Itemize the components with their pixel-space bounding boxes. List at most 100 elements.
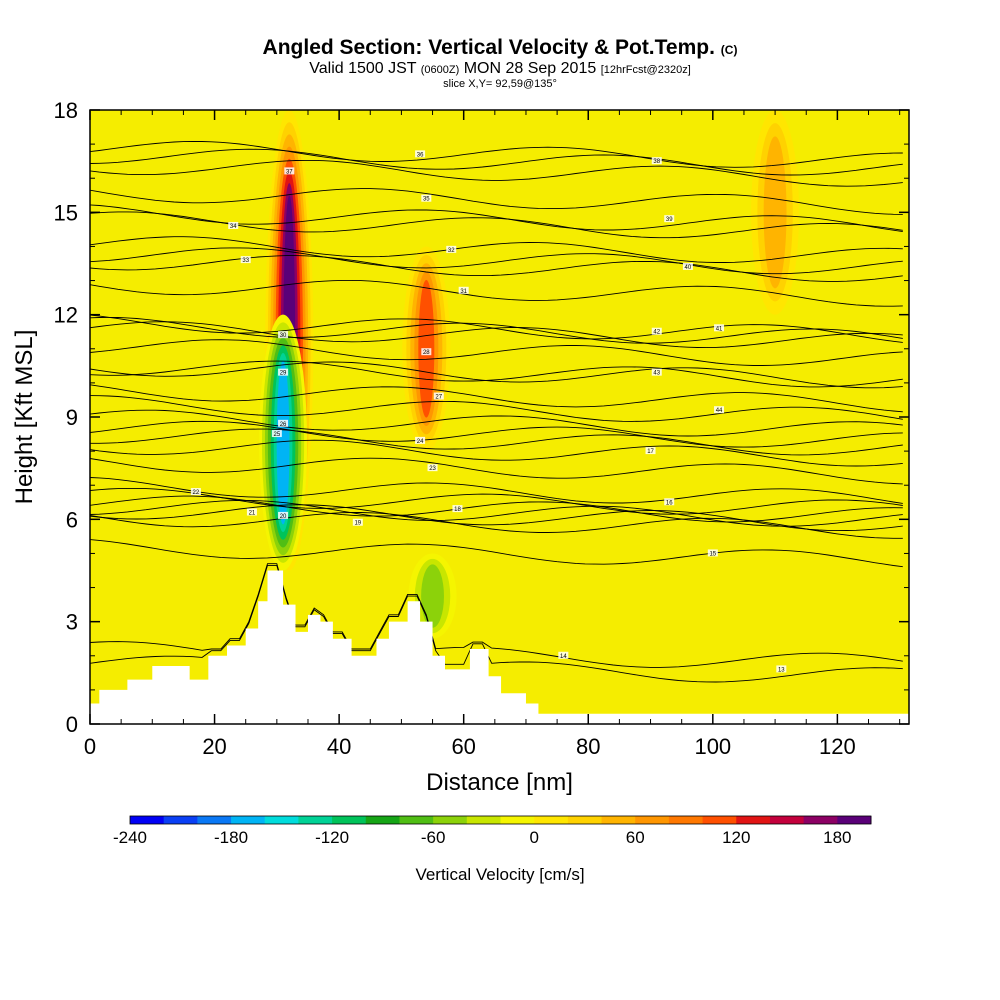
isentrope-label-box (452, 505, 463, 513)
isentrope-label-text: 25 (274, 432, 281, 438)
y-tick-label: 3 (66, 610, 78, 635)
isentrope-label-box (352, 518, 363, 526)
isentrope-label: 35 (421, 194, 432, 203)
isentrope-label-text: 16 (666, 500, 673, 506)
colorbar-swatch (668, 816, 704, 824)
isentrope-line (90, 563, 903, 668)
isentrope-label-box (714, 324, 725, 332)
colorbar-tick-label: 0 (529, 828, 538, 847)
colorbar-swatch (837, 816, 872, 824)
isentrope-label: 20 (278, 511, 289, 520)
isentrope-label-text: 33 (242, 258, 249, 264)
isentrope-label-text: 30 (280, 333, 287, 339)
colorbar-tick-label: -120 (315, 828, 349, 847)
chart-title-unit: (C) (720, 43, 738, 57)
colorbar-swatch (433, 816, 468, 824)
isentrope-line (90, 141, 903, 168)
colorbar-swatch (163, 816, 198, 824)
isentrope-line (90, 236, 903, 263)
isentrope-label: 40 (682, 262, 693, 271)
isentrope-label: 28 (421, 348, 432, 356)
isentrope-label-text: 21 (249, 511, 256, 517)
isentrope-label: 34 (228, 221, 239, 230)
isentrope-label-box (664, 215, 675, 223)
colorbar-swatch (365, 816, 400, 824)
chart-title: Angled Section: Vertical Velocity & Pot.… (0, 36, 1000, 60)
isentrope-label: 17 (645, 447, 656, 455)
isentrope-line (90, 395, 903, 422)
isentrope-label-box (278, 368, 289, 376)
isentrope-label: 33 (240, 256, 251, 264)
colorbar-swatch (231, 816, 266, 824)
isentrope-label-box (278, 419, 289, 427)
y-axis-title: Height [Kft MSL] (11, 330, 38, 505)
isentrope-label-box (421, 348, 432, 356)
velocity-band (421, 564, 444, 628)
isentrope-line (90, 457, 903, 485)
isentrope-label: 13 (776, 665, 787, 673)
isentrope-line (90, 384, 903, 413)
isentrope-label: 31 (458, 286, 469, 295)
isentrope-label-text: 15 (709, 551, 716, 557)
isentrope-label-text: 23 (429, 466, 436, 472)
isentrope-label-box (645, 447, 656, 455)
isentrope-line (90, 204, 903, 233)
isentrope-label-text: 43 (653, 371, 660, 377)
slice-info: slice X,Y= 92,59@135° (443, 78, 557, 90)
isentrope-line (90, 361, 903, 389)
isentrope-label-box (458, 286, 469, 294)
isentrope-label-text: 34 (230, 224, 237, 230)
isentrope-label-text: 40 (685, 265, 692, 271)
isentrope-label: 18 (452, 505, 463, 513)
y-tick-label: 9 (66, 405, 78, 430)
isentrope-label-text: 44 (716, 408, 723, 414)
colorbar-swatch (567, 816, 603, 824)
colorbar-swatch (298, 816, 333, 824)
isentrope-label: 21 (246, 508, 257, 517)
chart-title-text: Angled Section: Vertical Velocity & Pot.… (262, 36, 715, 59)
valid-date: MON 28 Sep 2015 (463, 60, 597, 77)
terrain (90, 570, 909, 724)
x-tick-label: 80 (576, 734, 600, 759)
isentrope-line (90, 255, 903, 282)
isentrope-label: 36 (415, 150, 426, 158)
isentrope-label-box (558, 651, 569, 659)
x-tick-label: 40 (327, 734, 351, 759)
colorbar-tick-label: 60 (626, 828, 645, 847)
colorbar-swatch (332, 816, 367, 824)
y-tick-label: 18 (54, 98, 78, 123)
isentrope-label: 14 (558, 651, 569, 660)
isentrope-label-text: 18 (454, 507, 461, 513)
isentrope-line (90, 188, 903, 215)
colorbar-swatch (803, 816, 838, 824)
colorbar-swatch (466, 816, 501, 824)
isentrope-label-text: 31 (460, 289, 467, 295)
velocity-band (763, 136, 787, 289)
isentrope-contours (90, 141, 903, 683)
colorbar-swatch (769, 816, 805, 824)
colorbar-swatch (197, 816, 232, 824)
isentrope-label: 41 (714, 324, 725, 332)
x-tick-label: 120 (819, 734, 856, 759)
isentrope-label: 22 (190, 488, 201, 496)
isentrope-label: 23 (427, 464, 438, 472)
colorbar-tick-label: 180 (823, 828, 851, 847)
isentrope-label-box (190, 488, 201, 496)
colorbar-tick-label: -240 (113, 828, 147, 847)
isentrope-label-text: 13 (778, 667, 785, 673)
colorbar-title: Vertical Velocity [cm/s] (415, 865, 584, 884)
isentrope-line (90, 360, 903, 388)
isentrope-line (90, 148, 903, 176)
isentrope-label-text: 26 (280, 422, 287, 428)
isentrope-label-box (651, 157, 662, 165)
isentrope-label-text: 24 (417, 439, 424, 445)
isentrope-line (90, 420, 903, 448)
isentrope-label: 30 (278, 331, 289, 339)
isentrope-label-text: 19 (354, 521, 361, 527)
isentrope-label: 27 (433, 392, 444, 401)
isentrope-label-box (415, 436, 426, 444)
colorbar-swatch (399, 816, 434, 824)
colorbar-swatch (500, 816, 535, 824)
colorbar-tick-label: -60 (421, 828, 446, 847)
isentrope-label-text: 36 (417, 152, 424, 158)
